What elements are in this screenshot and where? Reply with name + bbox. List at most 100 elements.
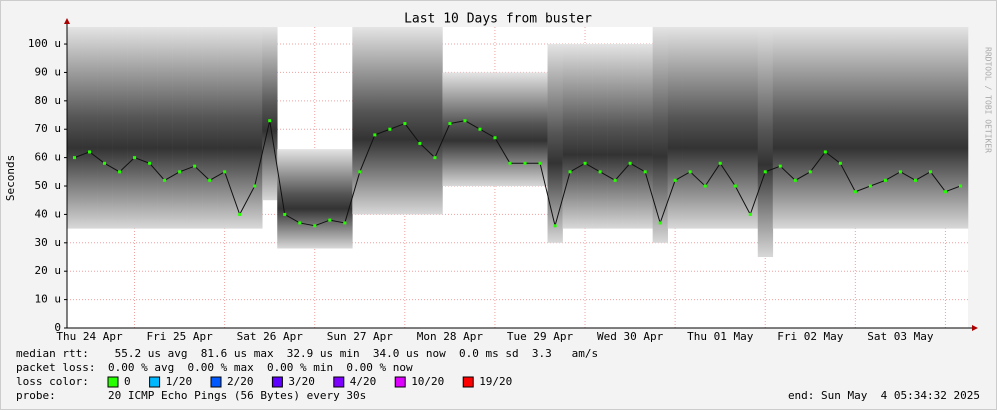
loss-label: 2/20	[227, 375, 254, 388]
smoke-band	[352, 27, 368, 215]
loss-label: 0	[124, 375, 131, 388]
median-point	[118, 170, 122, 174]
smoke-band	[832, 27, 849, 229]
smoke-band	[112, 27, 128, 229]
median-point	[838, 161, 842, 165]
median-point	[613, 178, 617, 182]
smoke-band	[247, 27, 263, 229]
smoke-band	[457, 72, 473, 187]
median-point	[718, 161, 722, 165]
y-tick-label: 10 u	[35, 293, 62, 306]
loss-swatch	[462, 376, 474, 388]
median-point	[568, 170, 572, 174]
median-point	[73, 156, 77, 160]
smoke-band	[307, 149, 323, 249]
median-point	[688, 170, 692, 174]
smoke-band	[412, 27, 428, 215]
smoke-band	[502, 72, 518, 187]
smoke-band	[892, 27, 909, 229]
y-arrow	[64, 18, 70, 24]
median-point	[463, 119, 467, 123]
x-tick-label: Mon 28 Apr	[417, 330, 484, 343]
loss-label: 3/20	[288, 375, 315, 388]
median-point	[898, 170, 902, 174]
y-axis-label: Seconds	[4, 155, 17, 201]
median-point	[703, 184, 707, 188]
smoke-band	[637, 44, 653, 229]
median-point	[658, 221, 662, 225]
loss-swatch	[333, 376, 345, 388]
median-point	[853, 190, 857, 194]
x-tick-label: Sun 27 Apr	[327, 330, 394, 343]
median-point	[598, 170, 602, 174]
median-point	[523, 161, 527, 165]
loss-label: 4/20	[350, 375, 377, 388]
smoke-band	[772, 27, 789, 229]
axes: 0 10 u 20 u 30 u 40 u 50 u 60 u 70 u 80 u 90 u 100…	[28, 37, 934, 343]
x-arrow	[972, 325, 978, 331]
smoke-band	[367, 27, 383, 215]
loss-swatch	[107, 376, 119, 388]
median-point	[823, 150, 827, 154]
smoke-band	[217, 27, 233, 229]
median-point	[793, 178, 797, 182]
smoke-band	[757, 27, 774, 258]
smoke-band	[742, 27, 759, 229]
x-tick-label: Thu 24 Apr	[56, 330, 123, 343]
smoke-band	[262, 27, 278, 201]
footer-text: 20 ICMP Echo Pings (56 Bytes) every 30s	[108, 389, 366, 402]
loss-swatch	[210, 376, 222, 388]
marks	[67, 27, 969, 258]
y-tick-label: 100 u	[28, 37, 61, 50]
median-point	[133, 156, 137, 160]
y-tick-label: 40 u	[35, 207, 62, 220]
smoke-band	[487, 72, 503, 187]
footer-label: loss color:	[16, 375, 89, 388]
y-tick-label: 70 u	[35, 122, 62, 135]
median-point	[253, 184, 257, 188]
median-point	[913, 178, 917, 182]
smoke-band	[622, 44, 638, 229]
smoke-band	[607, 44, 623, 229]
smoke-band	[877, 27, 894, 229]
smoke-band	[292, 149, 308, 249]
median-point	[478, 127, 482, 131]
footer-label: probe:	[16, 389, 56, 402]
median-line	[74, 120, 961, 228]
median-point	[508, 161, 512, 165]
smoke-band	[517, 72, 533, 187]
median-point	[868, 184, 872, 188]
median-point	[958, 184, 962, 188]
x-tick-label: Wed 30 Apr	[597, 330, 664, 343]
loss-label: 19/20	[479, 375, 512, 388]
smoke-band	[82, 27, 98, 229]
smoke-band	[142, 27, 158, 229]
smoke-band	[157, 27, 173, 229]
smoke-band	[952, 27, 969, 229]
smoke-band	[442, 72, 458, 187]
median-point	[178, 170, 182, 174]
median-point	[538, 161, 542, 165]
smoke-band	[202, 27, 218, 229]
smoke-band	[67, 27, 83, 229]
smoke-band	[802, 27, 819, 229]
smoke-band	[922, 27, 939, 229]
median-point	[223, 170, 227, 174]
smoke-band	[532, 72, 548, 187]
median-point	[268, 119, 272, 123]
median-point	[358, 170, 362, 174]
smoke-band	[817, 27, 834, 229]
y-tick-label: 20 u	[35, 264, 62, 277]
smoke-band	[847, 27, 864, 229]
median-point	[193, 164, 197, 168]
y-tick-label: 50 u	[35, 179, 62, 192]
smoke-band	[382, 27, 398, 215]
smoke-band	[322, 149, 338, 249]
loss-swatch	[394, 376, 406, 388]
median-point	[448, 122, 452, 126]
x-tick-label: Thu 01 May	[687, 330, 754, 343]
smoke-band	[667, 27, 683, 229]
median-point	[283, 212, 287, 216]
